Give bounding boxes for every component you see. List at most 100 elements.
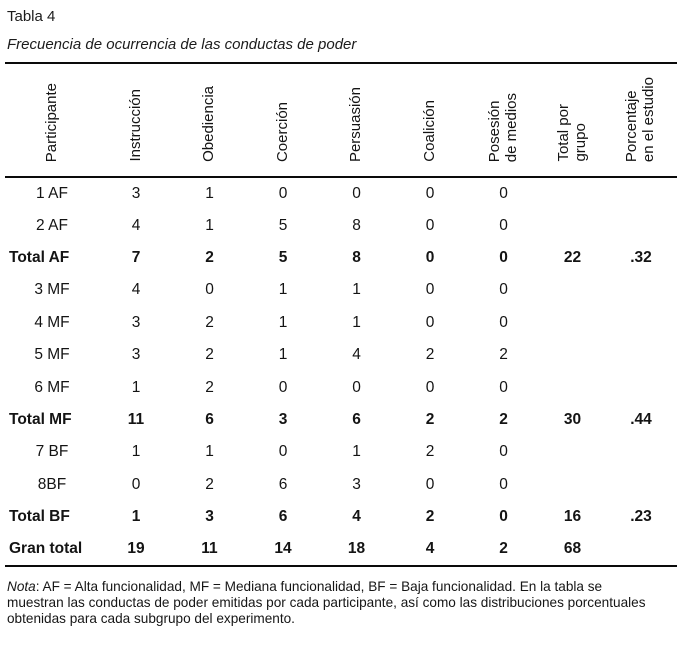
value-cell: 2: [205, 313, 214, 331]
value-cell: 1: [352, 443, 361, 461]
column-header-label: Participante: [42, 82, 60, 162]
value-cell: 0: [425, 248, 435, 266]
value-cell: 8: [352, 248, 361, 266]
value-cell: 22: [563, 248, 582, 266]
value-cell: 11: [201, 539, 218, 557]
column-header-label: Porcentaje en el estudio: [623, 76, 657, 162]
value-cell: 2: [205, 346, 214, 364]
column-header-label: Coerción: [273, 101, 291, 162]
table-note: Nota: AF = Alta funcionalidad, MF = Medi…: [5, 579, 681, 627]
value-cell: 6: [278, 508, 288, 526]
value-cell: .44: [630, 410, 652, 428]
value-cell: 0: [352, 378, 361, 396]
value-cell: 1: [205, 216, 214, 234]
column-header-6: Posesión de medios: [467, 63, 540, 177]
value-cell: [605, 339, 677, 371]
table-row-4: 4 MF 3 2 1 1 0 0: [5, 307, 677, 339]
value-cell: 2: [499, 539, 508, 557]
value-cell: 68: [563, 539, 582, 557]
value-cell: [605, 209, 677, 241]
value-cell: 3: [131, 313, 141, 331]
value-cell: [540, 307, 605, 339]
value-cell: 6: [352, 410, 361, 428]
value-cell: 5: [278, 216, 288, 234]
value-cell: 19: [127, 539, 145, 557]
table-row-6: 6 MF 1 2 0 0 0 0: [5, 371, 677, 403]
value-cell: 6: [205, 410, 214, 428]
frequency-table: Participante Instrucción Obediencia Coerció…: [5, 62, 677, 567]
value-cell: 1: [205, 184, 214, 202]
value-cell: 0: [499, 508, 508, 526]
note-text: : AF = Alta funcionalidad, MF = Mediana …: [7, 578, 646, 626]
value-cell: [540, 469, 605, 501]
value-cell: 4: [131, 281, 141, 299]
participant-cell: Gran total: [9, 539, 83, 557]
table-label: Tabla 4: [7, 8, 56, 25]
value-cell: 5: [278, 248, 288, 266]
table-row-0: 1 AF 3 1 0 0 0 0: [5, 177, 677, 209]
column-header-2: Obediencia: [173, 63, 246, 177]
table-row-5: 5 MF 3 2 1 4 2 2: [5, 339, 677, 371]
value-cell: 16: [563, 508, 582, 526]
participant-cell: 5 MF: [34, 346, 70, 364]
value-cell: 0: [131, 475, 141, 493]
value-cell: [540, 274, 605, 306]
value-cell: 0: [278, 184, 288, 202]
value-cell: 0: [499, 216, 508, 234]
table-row-3: 3 MF 4 0 1 1 0 0: [5, 274, 677, 306]
value-cell: [605, 177, 677, 209]
value-cell: [605, 436, 677, 468]
value-cell: 0: [499, 281, 508, 299]
value-cell: 2: [425, 508, 435, 526]
table-row-9: 8BF 0 2 6 3 0 0: [5, 469, 677, 501]
value-cell: 3: [278, 410, 288, 428]
table-header-row: Participante Instrucción Obediencia Coerció…: [5, 63, 677, 177]
value-cell: [605, 307, 677, 339]
table-row-11: Gran total 19 11 14 18 4 2 68: [5, 533, 677, 565]
value-cell: [540, 371, 605, 403]
value-cell: 30: [563, 410, 582, 428]
value-cell: 7: [131, 248, 141, 266]
value-cell: 1: [131, 443, 141, 461]
value-cell: 11: [127, 410, 145, 428]
participant-cell: 3 MF: [34, 281, 70, 299]
value-cell: 0: [278, 378, 288, 396]
value-cell: 1: [278, 346, 288, 364]
value-cell: 0: [499, 475, 508, 493]
value-cell: .32: [630, 248, 652, 266]
value-cell: 2: [205, 378, 214, 396]
participant-cell: 4 MF: [34, 313, 70, 331]
value-cell: 4: [352, 346, 361, 364]
value-cell: 14: [274, 539, 292, 557]
value-cell: [605, 533, 677, 565]
value-cell: 2: [425, 346, 435, 364]
table-row-10: Total BF 1 3 6 4 2 0 16 .23: [5, 501, 677, 533]
value-cell: 1: [278, 313, 288, 331]
value-cell: 0: [278, 443, 288, 461]
value-cell: 18: [347, 539, 366, 557]
column-header-label: Coalición: [420, 100, 438, 162]
value-cell: 3: [352, 475, 361, 493]
column-header-label: Obediencia: [200, 86, 218, 162]
value-cell: [540, 209, 605, 241]
value-cell: 0: [499, 248, 508, 266]
column-header-label: Instrucción: [126, 89, 144, 162]
table-title: Frecuencia de ocurrencia de las conducta…: [7, 36, 357, 53]
value-cell: 2: [205, 475, 214, 493]
value-cell: 1: [352, 313, 361, 331]
column-header-1: Instrucción: [99, 63, 173, 177]
value-cell: 0: [425, 281, 435, 299]
value-cell: 3: [205, 508, 214, 526]
column-header-0: Participante: [5, 63, 99, 177]
column-header-8: Porcentaje en el estudio: [605, 63, 677, 177]
participant-cell: Total AF: [9, 248, 70, 266]
value-cell: 1: [131, 508, 141, 526]
column-header-label: Total por grupo: [554, 104, 589, 162]
value-cell: [540, 436, 605, 468]
column-header-5: Coalición: [393, 63, 467, 177]
value-cell: 0: [425, 313, 435, 331]
value-cell: 0: [499, 443, 508, 461]
value-cell: [605, 371, 677, 403]
value-cell: 0: [425, 184, 435, 202]
